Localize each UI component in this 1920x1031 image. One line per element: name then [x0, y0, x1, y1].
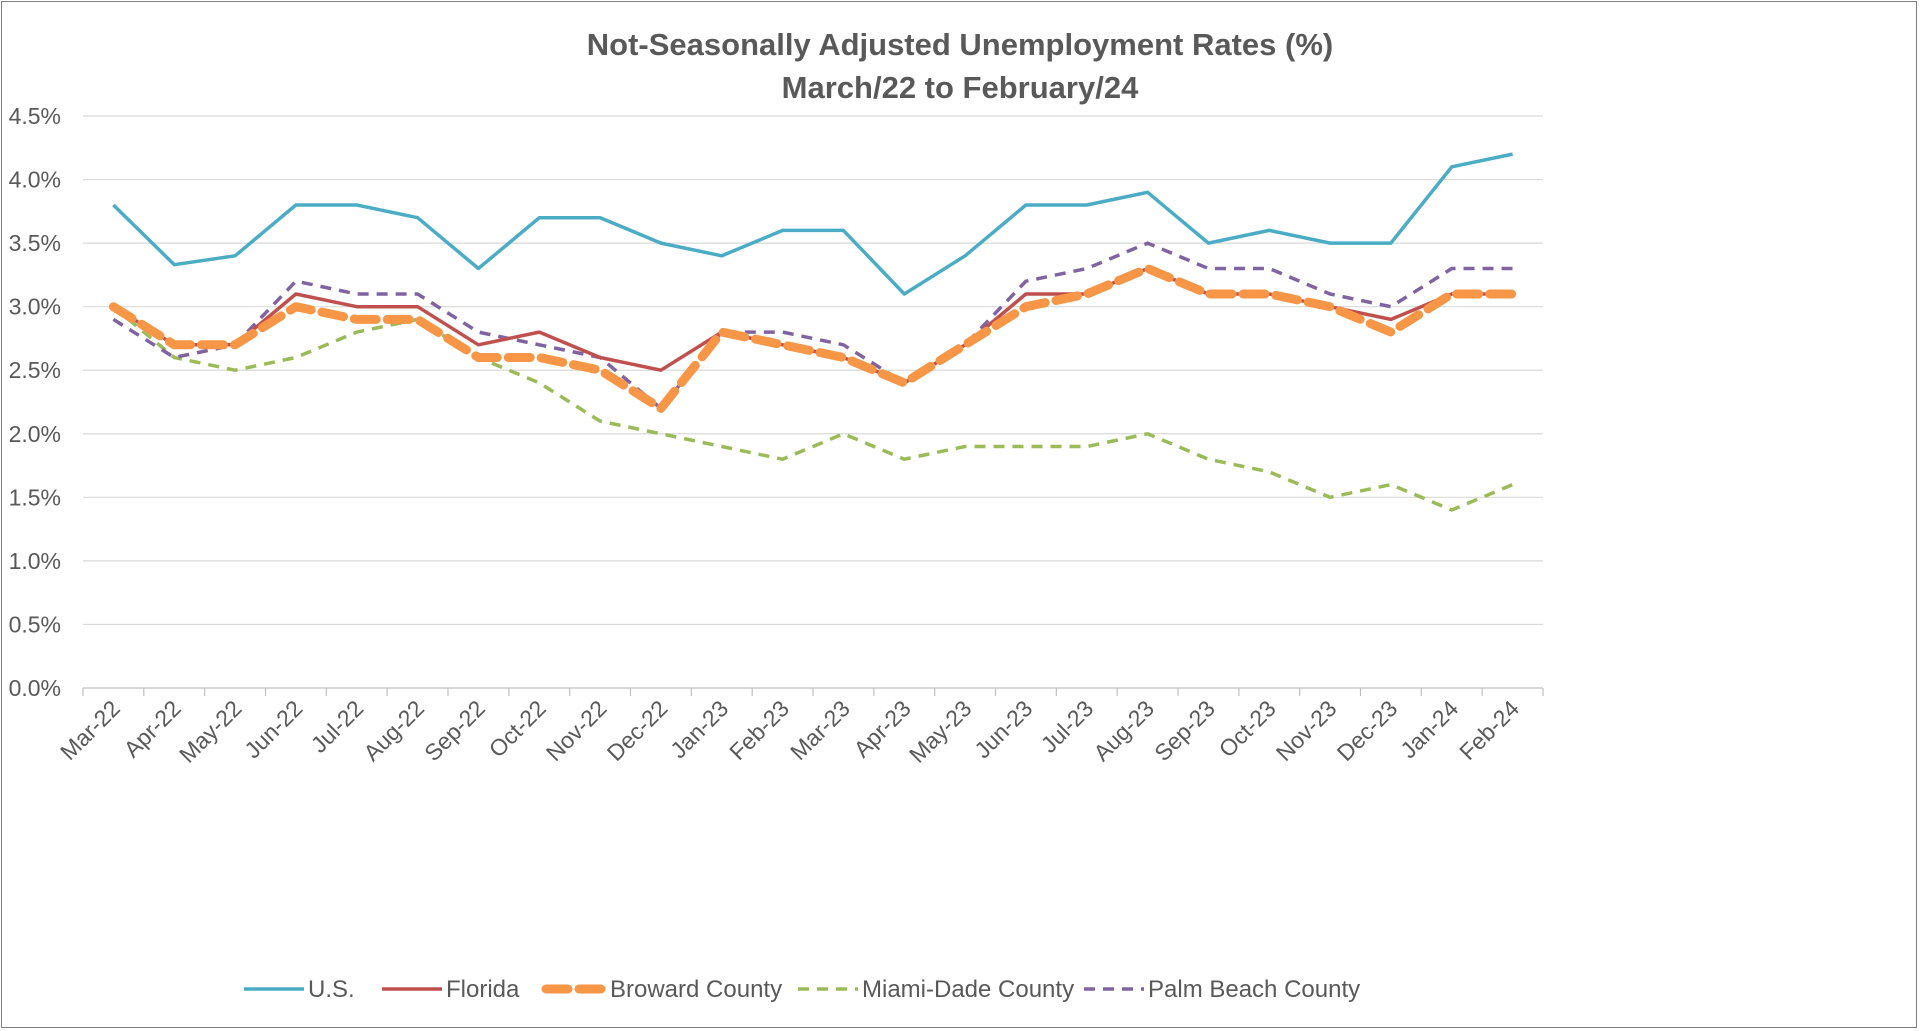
legend-label: Broward County	[610, 976, 782, 1003]
series-line-u-s-	[112, 152, 1513, 296]
x-tick-label: Jan-23	[665, 695, 733, 763]
x-tick-label: Feb-24	[1454, 695, 1524, 765]
x-tick-label: May-22	[174, 695, 247, 768]
y-tick-label: 0.5%	[9, 611, 61, 637]
x-tick-label: Sep-23	[1149, 695, 1220, 766]
x-tick-label: May-23	[904, 695, 977, 768]
legend-label: Miami-Dade County	[862, 976, 1074, 1003]
x-tick-label: Oct-22	[484, 695, 551, 762]
series-lines	[108, 152, 1518, 512]
x-tick-label: Oct-23	[1214, 695, 1281, 762]
series-line-miami-dade-county	[112, 305, 1514, 512]
legend-label: Palm Beach County	[1148, 976, 1360, 1003]
x-tick-label: Sep-22	[419, 695, 490, 766]
y-tick-label: 4.5%	[9, 103, 61, 129]
legend: U.S. Florida Broward County Miami-Dade Coun…	[244, 976, 1360, 1003]
x-tick-label: Nov-22	[541, 695, 612, 766]
x-tick-label: Mar-23	[785, 695, 855, 765]
x-tick-label: Aug-23	[1088, 695, 1159, 766]
y-tick-label: 2.0%	[9, 421, 61, 447]
x-tick-label: Mar-22	[55, 695, 125, 765]
y-tick-label: 4.0%	[9, 167, 61, 193]
legend-label: U.S.	[308, 976, 355, 1003]
legend-label: Florida	[446, 976, 520, 1003]
x-tick-label: Nov-23	[1271, 695, 1342, 766]
series-line-broward-county	[108, 264, 1518, 413]
chart-subtitle: March/22 to February/24	[782, 70, 1139, 105]
x-tick-label: Jun-22	[239, 695, 307, 763]
y-tick-label: 0.0%	[9, 675, 61, 701]
gridlines	[83, 115, 1543, 689]
y-tick-label: 3.5%	[9, 230, 61, 256]
y-tick-label: 1.0%	[9, 548, 61, 574]
y-tick-label: 2.5%	[9, 357, 61, 383]
y-tick-label: 1.5%	[9, 484, 61, 510]
x-axis: Mar-22Apr-22May-22Jun-22Jul-22Aug-22Sep-…	[55, 688, 1544, 768]
x-tick-label: Aug-22	[358, 695, 429, 766]
y-axis: 0.0% 0.5% 1.0% 1.5% 2.0% 2.5% 3.0% 3.5% 4.0% 4.5%	[9, 103, 61, 701]
x-tick-label: Dec-22	[602, 695, 673, 766]
x-tick-label: Jan-24	[1395, 695, 1463, 763]
x-tick-label: Dec-23	[1332, 695, 1403, 766]
y-tick-label: 3.0%	[9, 294, 61, 320]
chart-title: Not-Seasonally Adjusted Unemployment Rat…	[587, 27, 1333, 62]
x-tick-label: Feb-23	[724, 695, 794, 765]
series-line-palm-beach-county	[112, 241, 1513, 411]
x-tick-label: Jun-23	[969, 695, 1037, 763]
